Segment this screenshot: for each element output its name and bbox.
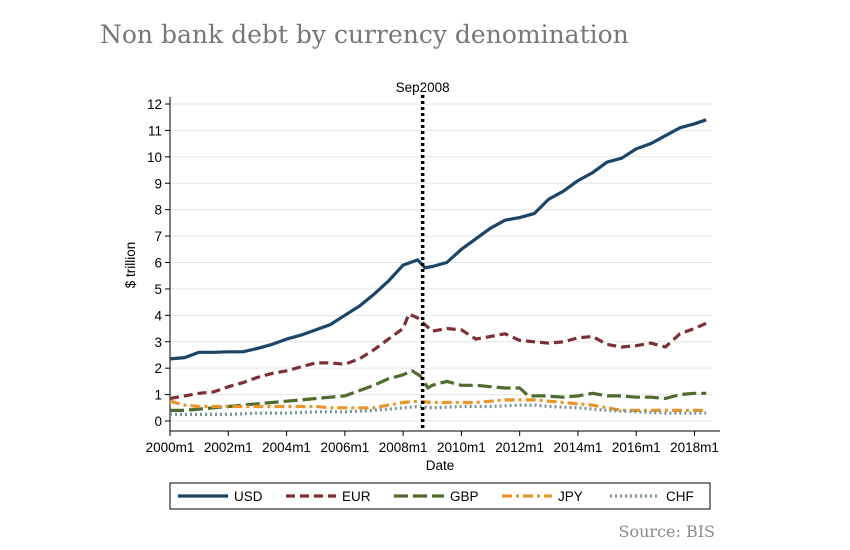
y-tick-label: 6 <box>154 256 162 271</box>
series-line-usd <box>169 118 707 361</box>
series-line-gbp <box>170 369 707 412</box>
y-tick-label: 1 <box>154 388 162 403</box>
sep2008-annotation: Sep2008 <box>396 80 450 431</box>
x-tick-label: 2016m1 <box>612 440 661 455</box>
y-axis-title: $ trillion <box>123 242 138 289</box>
series-line-jpy <box>169 398 707 412</box>
y-tick-label: 3 <box>154 335 162 350</box>
legend-label-jpy: JPY <box>558 489 583 504</box>
legend-label-gbp: GBP <box>450 489 479 504</box>
series-line-eur <box>169 312 707 401</box>
x-tick-label: 2008m1 <box>379 440 428 455</box>
legend-label-usd: USD <box>234 489 263 504</box>
y-tick-label: 4 <box>154 308 162 323</box>
y-tick-label: 0 <box>154 414 162 429</box>
legend: USD EUR GBP JPY CHF <box>178 489 694 504</box>
x-tick-label: 2012m1 <box>495 440 544 455</box>
y-tick-label: 12 <box>147 97 162 112</box>
sep2008-marker-label: Sep2008 <box>396 80 450 95</box>
x-tick-label: 2018m1 <box>670 440 719 455</box>
y-tick-label: 10 <box>147 150 162 165</box>
legend-label-eur: EUR <box>342 489 371 504</box>
source-note: Source: BIS <box>618 522 716 541</box>
x-ticks: 2000m1 2002m1 2004m1 2006m1 2008m1 2010m1 2012… <box>146 431 719 455</box>
x-tick-label: 2006m1 <box>320 440 369 455</box>
y-tick-label: 7 <box>154 229 162 244</box>
x-tick-label: 2004m1 <box>262 440 311 455</box>
page-title: Non bank debt by currency denomination <box>100 20 629 49</box>
y-tick-label: 9 <box>154 176 162 191</box>
y-tick-label: 8 <box>154 203 162 218</box>
x-tick-label: 2000m1 <box>146 440 195 455</box>
x-tick-label: 2014m1 <box>554 440 603 455</box>
y-tick-label: 5 <box>154 282 162 297</box>
x-tick-label: 2002m1 <box>204 440 253 455</box>
series-lines <box>169 118 707 416</box>
y-tick-label: 2 <box>154 361 162 376</box>
y-tick-label: 11 <box>148 123 162 138</box>
legend-label-chf: CHF <box>666 489 694 504</box>
x-axis-title: Date <box>426 458 455 473</box>
x-tick-label: 2010m1 <box>437 440 486 455</box>
series-line-chf <box>170 403 707 416</box>
